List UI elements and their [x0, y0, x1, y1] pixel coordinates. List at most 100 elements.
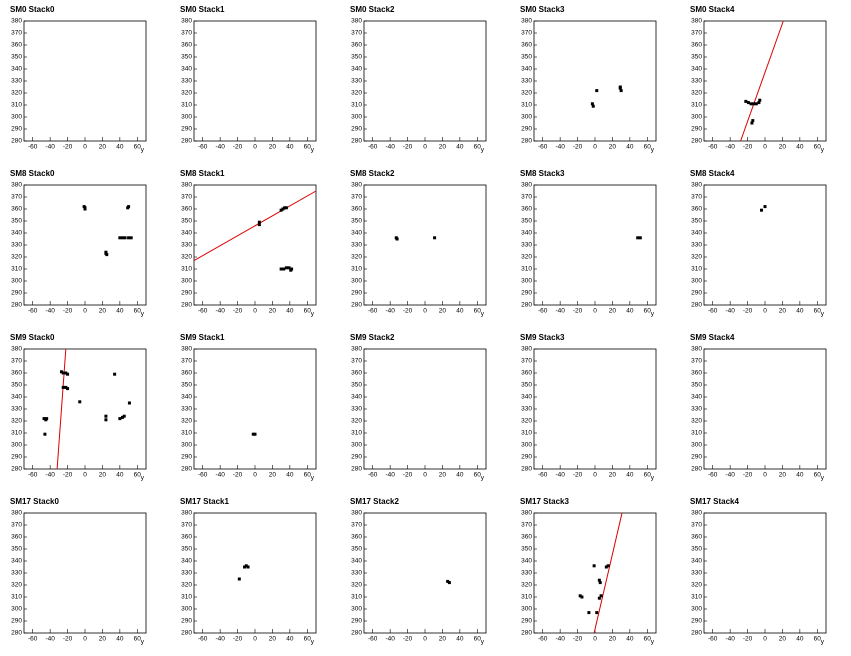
y-tick-label: 380 [11, 18, 22, 25]
y-tick-label: 320 [521, 254, 532, 261]
y-tick-label: 380 [11, 182, 22, 189]
y-tick-label: 340 [181, 230, 192, 237]
y-tick-label: 380 [181, 510, 192, 517]
y-tick-label: 380 [351, 182, 362, 189]
x-tick-label: -60 [28, 636, 38, 643]
x-tick-label: 60 [134, 144, 142, 151]
point [587, 611, 591, 615]
x-tick-label: 0 [253, 472, 257, 479]
x-tick-label: -60 [368, 308, 378, 315]
y-tick-label: 310 [691, 266, 702, 273]
x-tick-label: 40 [626, 636, 634, 643]
y-tick-label: 340 [691, 558, 702, 565]
y-tick-label: 380 [11, 510, 22, 517]
y-tick-label: 360 [181, 42, 192, 49]
x-axis-label: y [141, 639, 145, 646]
y-tick-label: 280 [691, 630, 702, 637]
y-tick-label: 360 [691, 206, 702, 213]
y-tick-label: 370 [521, 358, 532, 365]
x-axis-label: y [141, 311, 145, 318]
y-tick-label: 380 [351, 346, 362, 353]
x-tick-label: 0 [763, 472, 767, 479]
y-tick-label: 290 [691, 454, 702, 461]
plot-frame [193, 20, 317, 142]
point [757, 101, 761, 105]
x-tick-label: 60 [474, 308, 482, 315]
chart-title: SM0 Stack2 [350, 5, 395, 14]
y-tick-label: 360 [181, 370, 192, 377]
x-tick-label: -60 [28, 308, 38, 315]
x-axis-label: y [651, 475, 655, 482]
x-tick-label: 0 [763, 144, 767, 151]
point [127, 205, 131, 209]
y-tick-label: 370 [11, 522, 22, 529]
y-tick-label: 300 [351, 114, 362, 121]
y-tick-label: 320 [181, 90, 192, 97]
chart-title: SM17 Stack3 [520, 497, 569, 506]
y-tick-label: 340 [521, 66, 532, 73]
x-tick-label: -20 [403, 308, 413, 315]
point [237, 577, 241, 581]
x-tick-label: -20 [233, 308, 243, 315]
point [580, 595, 584, 599]
point [104, 251, 108, 255]
y-tick-label: 310 [11, 266, 22, 273]
y-tick-label: 330 [691, 570, 702, 577]
y-tick-label: 380 [691, 346, 702, 353]
point [64, 385, 68, 389]
y-tick-label: 350 [691, 546, 702, 553]
x-tick-label: -20 [573, 472, 583, 479]
x-tick-label: -60 [198, 308, 208, 315]
x-tick-label: 40 [286, 308, 294, 315]
x-tick-label: 20 [439, 472, 447, 479]
x-tick-label: 20 [99, 308, 107, 315]
y-tick-label: 350 [351, 546, 362, 553]
x-tick-label: -40 [725, 144, 735, 151]
y-tick-label: 300 [11, 278, 22, 285]
y-tick-label: 280 [11, 630, 22, 637]
y-tick-label: 300 [351, 442, 362, 449]
y-tick-label: 370 [691, 522, 702, 529]
y-tick-label: 350 [181, 546, 192, 553]
x-tick-label: -40 [555, 144, 565, 151]
x-tick-label: 0 [83, 144, 87, 151]
x-tick-label: 60 [304, 636, 312, 643]
x-tick-label: -40 [555, 472, 565, 479]
x-axis-label: y [141, 147, 145, 154]
x-axis-label: y [141, 475, 145, 482]
chart-title: SM0 Stack0 [10, 5, 55, 14]
point [289, 268, 293, 272]
y-tick-label: 360 [521, 370, 532, 377]
y-tick-label: 360 [11, 42, 22, 49]
y-tick-label: 290 [181, 454, 192, 461]
y-tick-label: 340 [521, 558, 532, 565]
plot-frame [193, 348, 317, 470]
point [636, 236, 640, 240]
y-tick-label: 360 [11, 534, 22, 541]
y-tick-label: 280 [691, 138, 702, 145]
y-tick-label: 300 [691, 278, 702, 285]
y-tick-label: 320 [521, 90, 532, 97]
x-tick-label: 40 [796, 144, 804, 151]
y-tick-label: 340 [11, 230, 22, 237]
y-tick-label: 330 [691, 406, 702, 413]
x-axis-label: y [311, 639, 315, 646]
x-tick-label: 60 [814, 472, 822, 479]
y-tick-label: 330 [181, 406, 192, 413]
x-tick-label: -40 [385, 472, 395, 479]
y-tick-label: 300 [691, 114, 702, 121]
y-tick-label: 360 [521, 206, 532, 213]
y-tick-label: 300 [351, 278, 362, 285]
point [590, 102, 594, 106]
y-tick-label: 290 [351, 126, 362, 133]
x-axis-label: y [821, 147, 825, 154]
point [243, 565, 247, 569]
y-tick-label: 330 [351, 570, 362, 577]
point [283, 206, 287, 210]
y-tick-label: 340 [351, 66, 362, 73]
plot-frame [193, 512, 317, 634]
point [118, 236, 122, 240]
y-tick-label: 370 [691, 194, 702, 201]
y-tick-label: 330 [181, 570, 192, 577]
y-tick-label: 310 [181, 266, 192, 273]
